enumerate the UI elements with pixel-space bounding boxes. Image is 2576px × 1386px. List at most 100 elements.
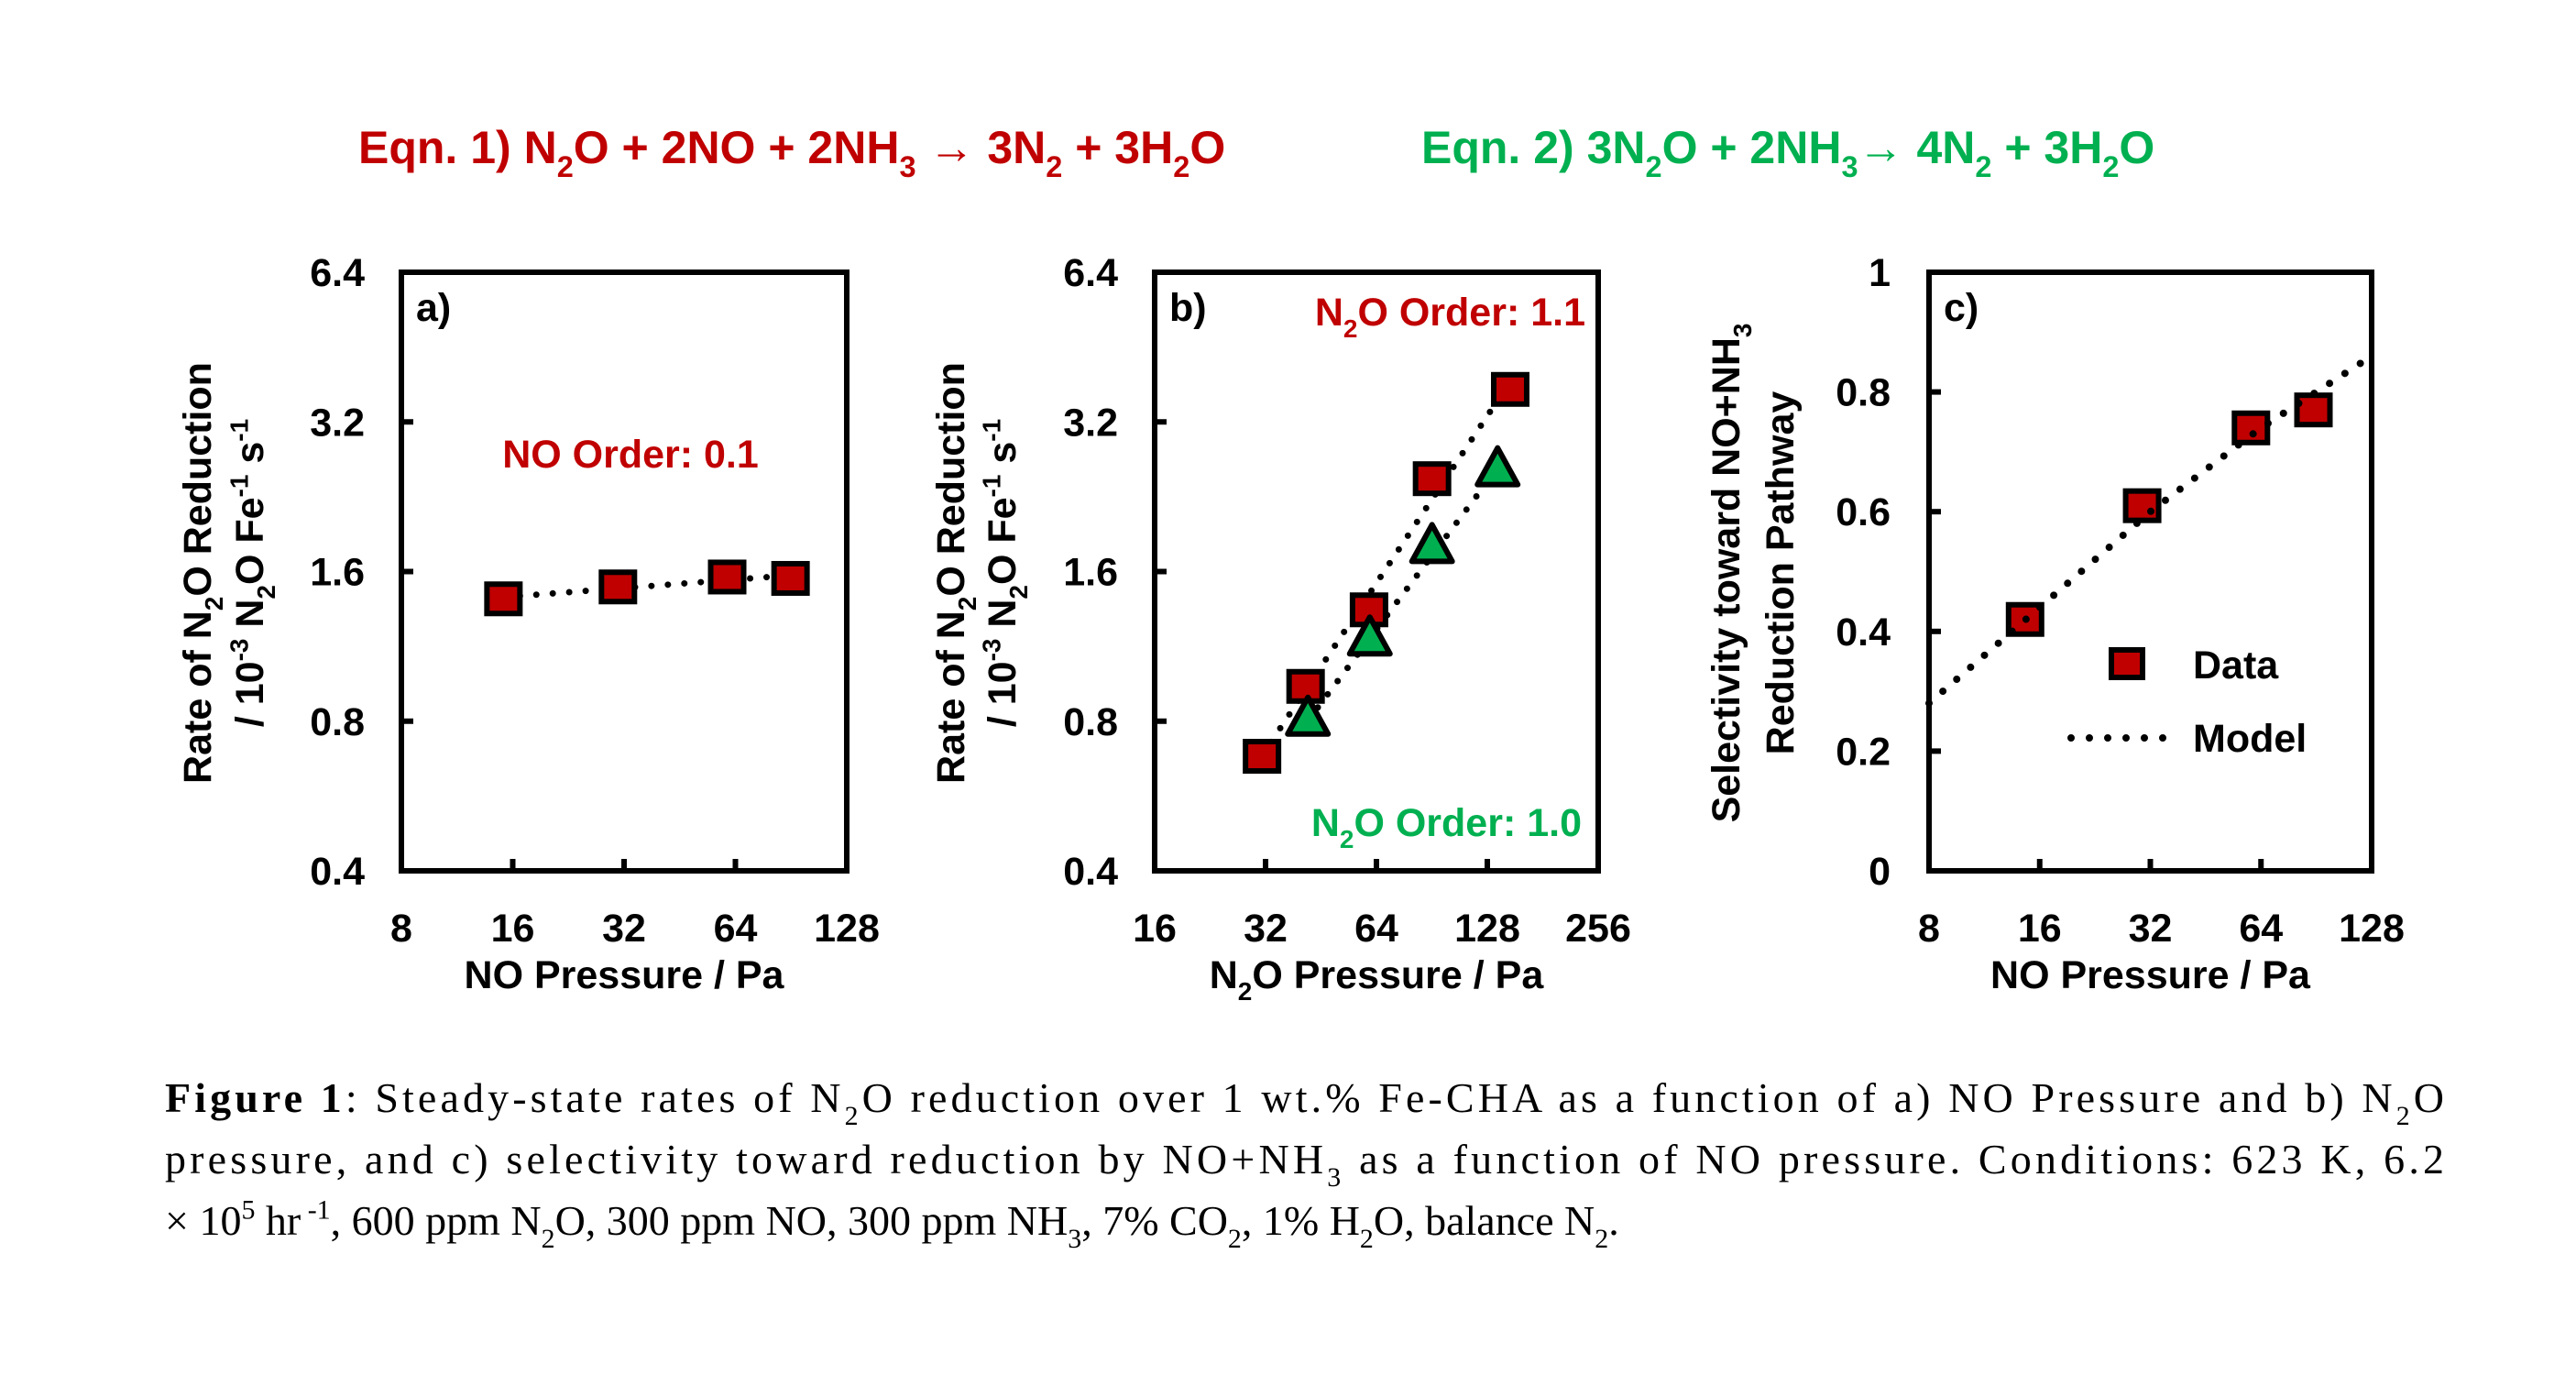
y-tick-label: 0.8: [1836, 371, 1891, 415]
subscript: 2: [1173, 150, 1189, 183]
legend-data-marker: [2109, 647, 2145, 680]
data-point-square: [1243, 739, 1282, 775]
y-tick-label: 0.8: [1063, 700, 1118, 744]
data-point-square: [771, 560, 810, 596]
data-point-square: [598, 569, 638, 605]
y-axis-label-line-2: Reduction Pathway: [1759, 391, 1803, 755]
text-run: O: [2414, 1074, 2444, 1121]
text-run: N: [1315, 291, 1343, 335]
data-point-square: [1412, 461, 1452, 497]
text-run: O: [1189, 122, 1225, 173]
x-tick-label: 128: [1454, 907, 1520, 951]
x-tick-label: 64: [2239, 907, 2283, 951]
x-axis-label: N2O Pressure / Pa: [1210, 953, 1545, 1006]
text-run: NO Order: 0.1: [502, 433, 759, 477]
text-run: O Pressure / Pa: [1252, 953, 1544, 997]
series-data: [2005, 392, 2333, 637]
superscript: -3: [225, 639, 254, 662]
data-point-square: [484, 581, 523, 617]
text-run: N: [1311, 801, 1340, 845]
subscript: 2: [1595, 1224, 1608, 1254]
subscript: 2: [1340, 825, 1354, 853]
text-run: s: [981, 442, 1025, 475]
plot-frame: [1926, 270, 2374, 874]
subscript: 2: [1360, 1224, 1374, 1254]
text-run: Figure 1: [165, 1074, 342, 1121]
series-0: [484, 559, 810, 617]
order-annotation: N2O Order: 1.1: [1315, 291, 1585, 343]
subscript: 3: [1068, 1224, 1081, 1254]
series-0: [1243, 371, 1529, 775]
data-point-triangle: [1285, 694, 1332, 737]
legend-model-label: Model: [2193, 717, 2307, 761]
text-run: O: [2119, 122, 2154, 173]
text-run: O reduction over 1 wt.% Fe-CHA as a func…: [862, 1074, 2393, 1121]
text-run: Rate of N: [929, 610, 973, 784]
subscript: 2: [2102, 150, 2119, 183]
superscript: -3: [978, 639, 1006, 662]
text-run: → 3N: [916, 122, 1047, 173]
panel-label: a): [416, 286, 451, 330]
text-run: N: [981, 600, 1025, 639]
text-run: / 10: [228, 661, 272, 727]
text-run: O Order: 1.0: [1354, 801, 1582, 845]
y-tick-label: 0.4: [1063, 850, 1118, 894]
text-run: Reduction Pathway: [1759, 391, 1803, 755]
subscript: 2: [1228, 1224, 1242, 1254]
superscript: 5: [241, 1195, 255, 1226]
text-run: N: [228, 600, 272, 639]
subscript: 2: [845, 1101, 859, 1131]
text-run: × 10: [165, 1197, 241, 1244]
chart-panel-a: 8 16 32 64 128 0.4 0.8 1.6 3.2 6.4 NO Pressure / P…: [176, 251, 880, 997]
subscript: 2: [1343, 314, 1358, 343]
data-point-square: [2231, 410, 2271, 446]
y-axis-label-line-2: / 10-3 N2O Fe-1 s-1​: [225, 419, 280, 727]
superscript: -1: [225, 475, 254, 498]
subscript: 2: [1975, 150, 1991, 183]
legend: Data Model: [2067, 644, 2307, 761]
model-line: [1925, 352, 2375, 708]
y-tick-label: 6.4: [1063, 251, 1118, 295]
text-run: / 10: [981, 661, 1025, 727]
x-tick-label: 128: [814, 907, 880, 951]
x-tick-label: 64: [1354, 907, 1398, 951]
text-run: Rate of N: [176, 610, 220, 784]
y-tick-label: 0.6: [1836, 490, 1891, 534]
subscript: 2: [1004, 585, 1033, 600]
subscript: 2: [1645, 150, 1661, 183]
superscript: -1: [301, 1195, 330, 1226]
text-run: , 600 ppm N: [331, 1197, 542, 1244]
x-tick-label: 64: [714, 907, 758, 951]
text-run: O Fe: [228, 497, 272, 585]
x-tick-label: 32: [2129, 907, 2173, 951]
text-run: O Fe: [981, 497, 1025, 585]
subscript: 2: [200, 597, 228, 611]
text-run: : Steady-state rates of N: [345, 1074, 841, 1121]
subscript: 2: [1238, 977, 1253, 1006]
y-tick-label: 3.2: [1063, 401, 1118, 445]
y-tick-label: 1.6: [1063, 551, 1118, 595]
order-annotation: NO Order: 0.1: [502, 433, 759, 477]
x-axis-label: NO Pressure / Pa: [1990, 953, 2311, 997]
data-point-triangle: [1346, 614, 1393, 657]
text-run: O, 300 ppm NO, 300 ppm NH: [555, 1197, 1069, 1244]
x-tick-label: 16: [491, 907, 535, 951]
text-run: Eqn. 1) N: [358, 122, 557, 173]
subscript: 2: [252, 585, 280, 600]
text-run: N: [1210, 953, 1238, 997]
equation-2: Eqn. 2) 3N2O + 2NH3→ 4N2 + 3H2O: [1421, 122, 2154, 183]
panel-label: b): [1169, 286, 1207, 330]
data-point-square: [707, 559, 747, 595]
x-axis-label: NO Pressure / Pa: [465, 953, 785, 997]
fit-line: [1304, 465, 1501, 724]
equation-1: Eqn. 1) N2O + 2NO + 2NH3 → 3N2 + 3H2O: [358, 122, 1225, 183]
text-run: hr: [255, 1197, 301, 1244]
text-run: as a function of NO pressure. Conditions…: [1344, 1136, 2444, 1182]
y-axis-label-line-1: Selectivity toward NO+NH3​: [1705, 324, 1757, 823]
text-run: pressure, and c) selectivity toward redu…: [165, 1136, 1323, 1182]
text-run: O Reduction: [929, 362, 973, 597]
text-run: , 7% CO: [1081, 1197, 1228, 1244]
y-tick-label: 6.4: [310, 251, 365, 295]
